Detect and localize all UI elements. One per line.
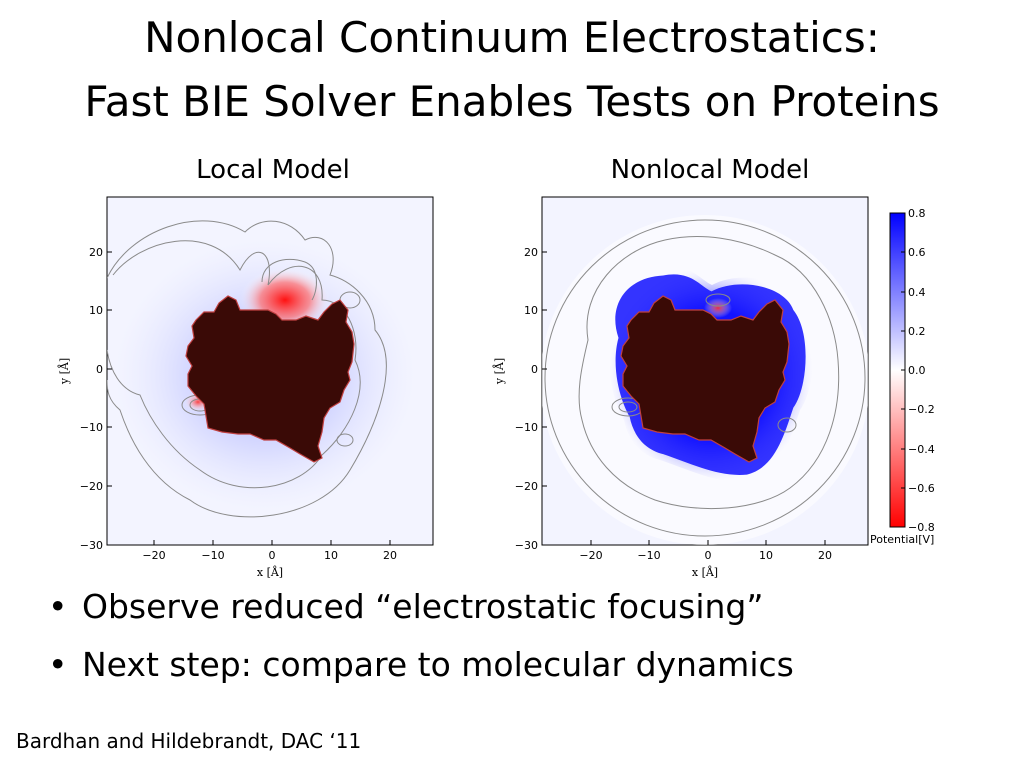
local-protein-region: [185, 295, 355, 463]
local-model-plot: −20 −10 0 10 20 20 10 0 −10 −20 −30 x [Å…: [57, 196, 434, 579]
local-model-title: Local Model: [196, 155, 350, 185]
bullet-text: Observe reduced “electrostatic focusing”: [82, 587, 764, 626]
local-ytick-label: −10: [80, 421, 103, 434]
colorbar-tick-label: 0.0: [908, 364, 926, 377]
nonlocal-ytick-label: −20: [515, 480, 538, 493]
nonlocal-x-ticks: −20 −10 0 10 20: [579, 540, 832, 562]
slide-title-line-2: Fast BIE Solver Enables Tests on Protein…: [84, 77, 940, 126]
nonlocal-y-axis-label: y [Å]: [492, 358, 506, 385]
local-x-axis-label: x [Å]: [257, 565, 283, 579]
citation: Bardhan and Hildebrandt, DAC ‘11: [16, 729, 362, 753]
nonlocal-xtick-label: −20: [579, 549, 602, 562]
nonlocal-ytick-label: 0: [531, 363, 538, 376]
nonlocal-model-plot: −20 −10 0 10 20 20 10 0 −10 −20 −30 x [Å…: [492, 196, 869, 579]
nonlocal-y-ticks: 20 10 0 −10 −20 −30: [515, 246, 547, 552]
local-x-ticks: −20 −10 0 10 20: [142, 540, 397, 562]
nonlocal-x-axis-label: x [Å]: [692, 565, 718, 579]
slide-title-line-1: Nonlocal Continuum Electrostatics:: [144, 13, 880, 62]
nonlocal-negative-potential-spot: [704, 298, 732, 318]
local-ytick-label: −20: [80, 480, 103, 493]
nonlocal-xtick-label: 10: [759, 549, 773, 562]
nonlocal-xtick-label: 20: [818, 549, 832, 562]
colorbar-tick-label: 0.8: [908, 207, 926, 220]
nonlocal-protein-region: [620, 295, 790, 463]
local-xtick-label: 0: [269, 549, 276, 562]
nonlocal-contour-middle: [578, 236, 840, 510]
colorbar-tick-label: −0.4: [908, 443, 935, 456]
colorbar-tick-label: −0.8: [908, 521, 935, 534]
local-ytick-label: 20: [89, 246, 103, 259]
bullet-item: • Next step: compare to molecular dynamic…: [48, 648, 794, 706]
nonlocal-xtick-label: −10: [637, 549, 660, 562]
nonlocal-ytick-label: 10: [524, 304, 538, 317]
local-y-axis-label: y [Å]: [57, 358, 71, 385]
colorbar-tick-label: 0.6: [908, 246, 926, 259]
local-xtick-label: 10: [324, 549, 338, 562]
nonlocal-ytick-label: 20: [524, 246, 538, 259]
bullet-list: • Observe reduced “electrostatic focusing…: [48, 590, 794, 706]
nonlocal-contour-outer: [544, 219, 866, 537]
nonlocal-ytick-label: −30: [515, 539, 538, 552]
local-y-ticks: 20 10 0 −10 −20 −30: [80, 246, 112, 552]
local-contour-inner: [107, 240, 361, 489]
nonlocal-model-title: Nonlocal Model: [610, 155, 810, 185]
nonlocal-xtick-label: 0: [705, 549, 712, 562]
colorbar-tick-label: 0.4: [908, 286, 926, 299]
bullet-dot-icon: •: [48, 645, 68, 684]
local-xtick-label: −20: [142, 549, 165, 562]
local-ytick-label: 10: [89, 304, 103, 317]
bullet-item: • Observe reduced “electrostatic focusing…: [48, 590, 794, 648]
colorbar-label: Potential[V]: [870, 533, 934, 546]
local-ytick-label: −30: [80, 539, 103, 552]
colorbar-tick-label: −0.2: [908, 403, 935, 416]
nonlocal-ytick-label: −10: [515, 421, 538, 434]
colorbar-tick-label: −0.6: [908, 482, 935, 495]
potential-colorbar: 0.8 0.6 0.4 0.2 0.0 −0.2 −0.4 −0.6 −0.8 …: [870, 207, 935, 546]
local-contour-outer: [107, 220, 387, 518]
colorbar-tick-label: 0.2: [908, 325, 926, 338]
local-ytick-label: 0: [96, 363, 103, 376]
local-contour-negative: [261, 258, 317, 301]
potential-maps-figure: −20 −10 0 10 20 20 10 0 −10 −20 −30 x [Å…: [57, 196, 935, 579]
local-xtick-label: 20: [383, 549, 397, 562]
local-xtick-label: −10: [201, 549, 224, 562]
bullet-dot-icon: •: [48, 587, 68, 626]
bullet-text: Next step: compare to molecular dynamics: [82, 645, 794, 684]
